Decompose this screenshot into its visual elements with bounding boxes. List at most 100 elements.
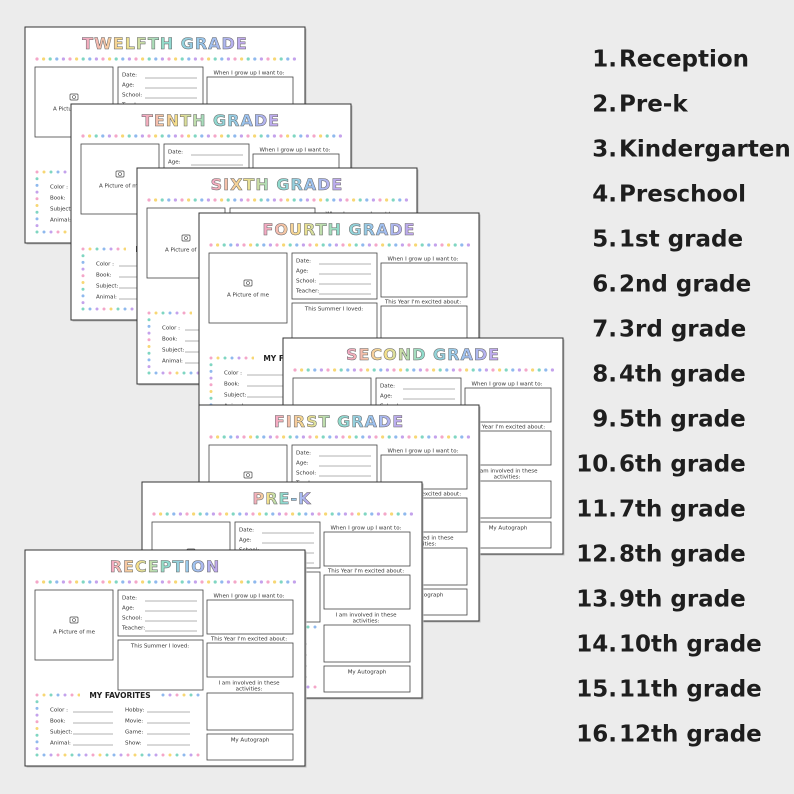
dot <box>209 376 213 380</box>
dot <box>196 693 200 697</box>
label: Movie: <box>125 719 143 725</box>
camera-icon <box>181 234 191 242</box>
dot <box>55 57 59 61</box>
dot <box>147 371 151 375</box>
label: Date: <box>122 73 137 79</box>
dot <box>414 243 418 247</box>
dot <box>35 224 39 228</box>
dot <box>374 243 378 247</box>
dot <box>109 307 113 311</box>
label: This Year I'm excited about: <box>327 569 404 575</box>
dot <box>396 512 400 516</box>
dot <box>244 512 248 516</box>
dot <box>440 243 444 247</box>
dot <box>213 198 217 202</box>
dot <box>315 435 319 439</box>
dot <box>101 57 105 61</box>
box <box>206 733 294 761</box>
dot <box>550 368 554 372</box>
dot <box>126 753 130 757</box>
dot <box>262 435 266 439</box>
dot <box>119 753 123 757</box>
dot <box>366 368 370 372</box>
dot <box>81 301 85 305</box>
dot <box>292 198 296 202</box>
dot <box>262 243 266 247</box>
label: Animal: <box>96 295 117 301</box>
dot <box>209 383 213 387</box>
dot <box>226 198 230 202</box>
dot <box>460 243 464 247</box>
dot <box>286 580 290 584</box>
dot <box>35 230 39 234</box>
dot <box>160 198 164 202</box>
dot <box>321 243 325 247</box>
dot <box>537 368 541 372</box>
dot <box>471 368 475 372</box>
dot <box>187 57 191 61</box>
dot <box>295 243 299 247</box>
dot <box>187 198 191 202</box>
dot <box>209 243 213 247</box>
dot <box>330 512 334 516</box>
list-number: 6. <box>592 272 617 298</box>
dot <box>147 345 151 348</box>
label: Date: <box>239 528 254 534</box>
box <box>323 665 411 693</box>
dot <box>81 134 85 138</box>
dot <box>147 198 151 202</box>
label: A Picture of me <box>165 248 208 254</box>
dot <box>147 134 151 138</box>
dot <box>238 512 242 516</box>
label: Book: <box>96 273 112 279</box>
dot <box>127 57 131 61</box>
box <box>34 589 114 661</box>
dot <box>359 368 363 372</box>
dot <box>35 183 39 187</box>
list-label: Kindergarten <box>619 137 791 163</box>
dot <box>244 356 248 360</box>
dot <box>420 435 424 439</box>
list-label: 2nd grade <box>619 272 751 298</box>
dot <box>339 368 343 372</box>
dot <box>84 753 88 757</box>
dot <box>193 580 197 584</box>
dot <box>447 243 451 247</box>
sheet-title: PRE-K <box>252 489 311 508</box>
dot <box>216 356 220 360</box>
label: This Year I'm excited about: <box>384 300 461 306</box>
dot <box>147 580 151 584</box>
dot <box>451 368 455 372</box>
dot <box>220 134 224 138</box>
dot <box>504 368 508 372</box>
dot <box>175 753 179 757</box>
list-label: 1st grade <box>619 227 743 253</box>
dot <box>189 753 193 757</box>
dot <box>385 368 389 372</box>
dot <box>107 134 111 138</box>
dot <box>319 368 323 372</box>
dot <box>147 753 151 757</box>
dot <box>246 198 250 202</box>
dot <box>288 243 292 247</box>
dot <box>425 368 429 372</box>
label: My Autograph <box>348 670 387 676</box>
dot <box>306 685 310 689</box>
label: Hobby: <box>125 708 144 714</box>
label: Subject: <box>162 348 185 354</box>
dot <box>35 190 39 194</box>
label: Book: <box>224 382 240 388</box>
dot <box>297 512 301 516</box>
dot <box>88 247 92 251</box>
label: activities: <box>236 687 263 693</box>
dot <box>391 198 395 202</box>
dot <box>35 217 39 221</box>
dot <box>61 57 65 61</box>
dot <box>432 368 436 372</box>
dot <box>180 134 184 138</box>
dot <box>81 57 85 61</box>
dot <box>237 356 241 360</box>
dot <box>328 243 332 247</box>
dot <box>81 274 85 278</box>
list-number: 5. <box>592 227 617 253</box>
